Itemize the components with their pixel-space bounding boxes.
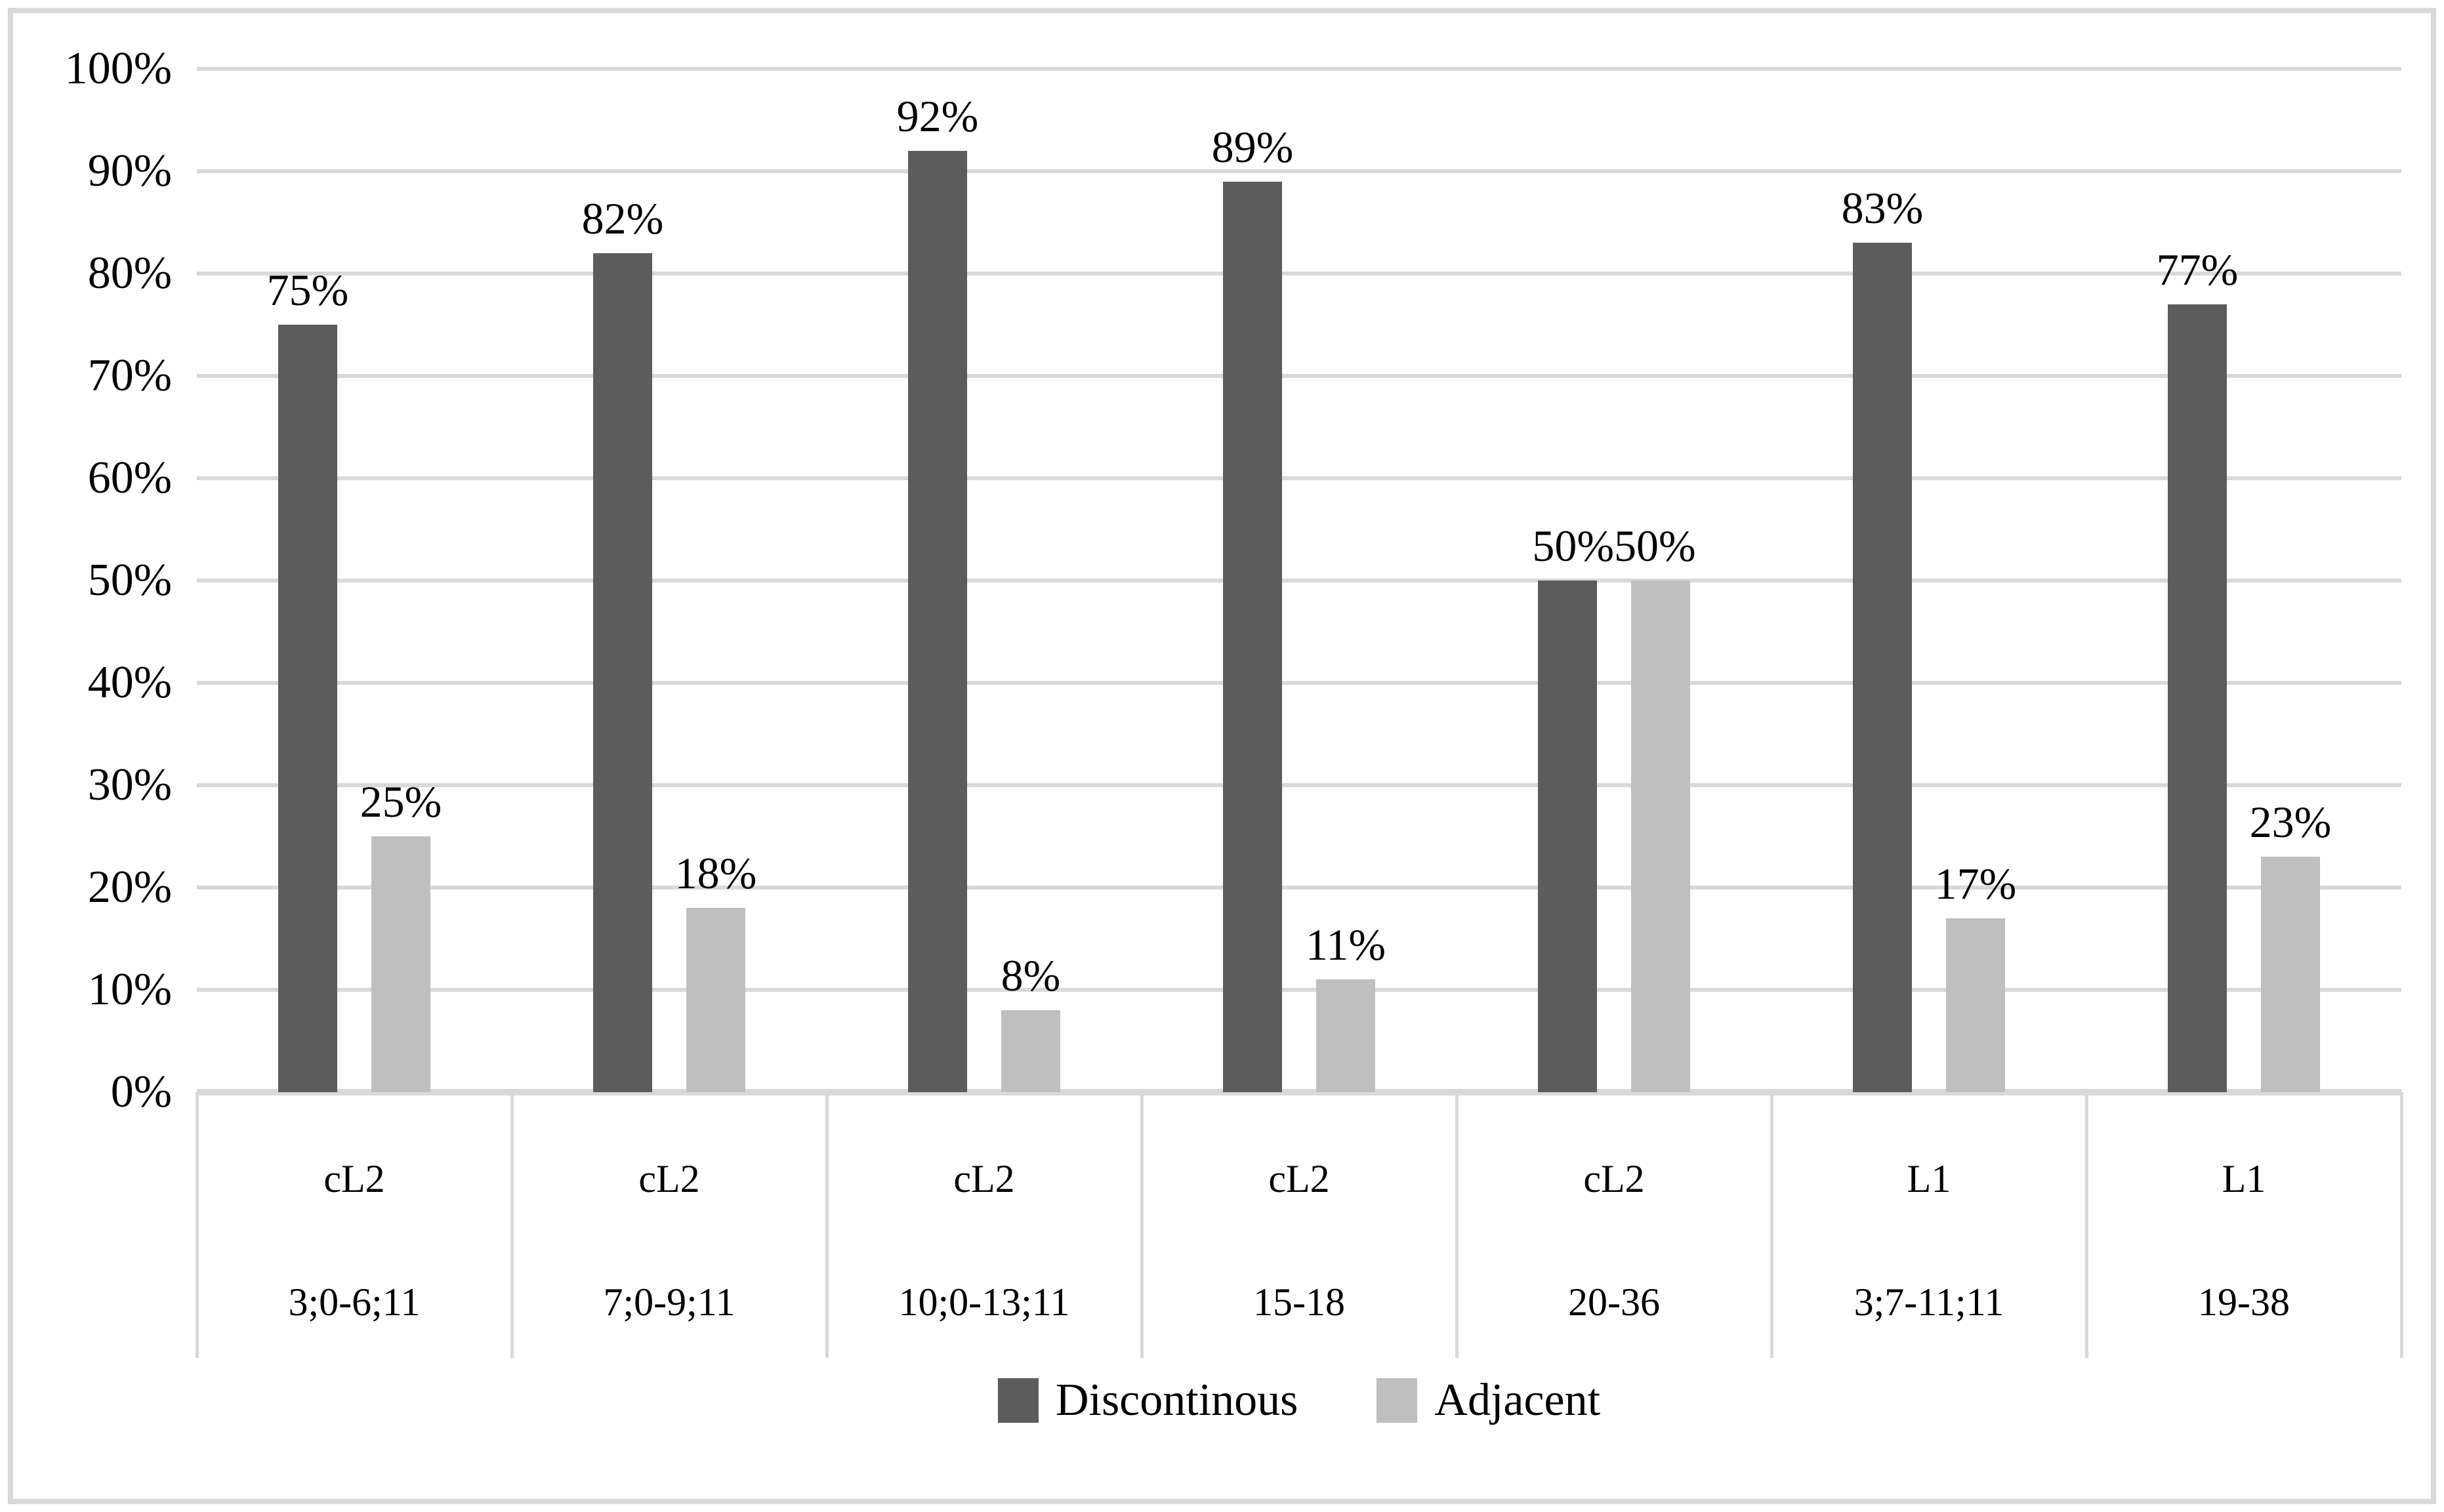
y-axis-tick-label: 40%	[87, 657, 172, 708]
category-group-label: L1	[2222, 1157, 2266, 1200]
category-range-label: 20-36	[1568, 1280, 1660, 1324]
category-group-label: cL2	[1268, 1157, 1330, 1200]
gridline	[197, 886, 2401, 889]
bar-value-label: 77%	[2156, 244, 2239, 295]
bar-discontinous-cL2-10;0-13;11	[908, 150, 967, 1092]
category-range-label: 7;0-9;11	[603, 1280, 735, 1324]
y-axis-tick-label: 30%	[87, 760, 172, 810]
legend-item-adjacent: Adjacent	[1377, 1376, 1600, 1425]
y-axis-tick-label: 70%	[87, 350, 172, 401]
bar-discontinous-cL2-3;0-6;11	[278, 325, 337, 1092]
bar-value-label: 83%	[1841, 183, 1924, 234]
category-range-label: 19-38	[2198, 1280, 2290, 1324]
y-axis-tick-label: 20%	[87, 862, 172, 912]
category-range-label: 3;7-11;11	[1854, 1280, 2004, 1324]
category-box-divider	[196, 1092, 199, 1358]
y-axis-tick-label: 0%	[110, 1067, 172, 1117]
category-box-divider	[510, 1092, 514, 1358]
y-axis-tick-label: 90%	[87, 146, 172, 196]
gridline	[197, 169, 2401, 173]
bar-value-label: 92%	[896, 91, 979, 141]
category-box-divider	[1455, 1092, 1459, 1358]
category-box-divider	[2085, 1092, 2088, 1358]
bar-value-label: 50%	[1532, 521, 1614, 571]
gridline	[197, 476, 2401, 480]
category-box-divider	[1770, 1092, 1773, 1358]
bar-adjacent-cL2-7;0-9;11	[686, 908, 745, 1092]
y-axis-tick-label: 10%	[87, 964, 172, 1015]
gridline	[197, 374, 2401, 378]
category-range-label: 10;0-13;11	[898, 1280, 1070, 1324]
category-group-label: L1	[1907, 1157, 1951, 1200]
category-range-label: 15-18	[1253, 1280, 1345, 1324]
bar-discontinous-L1-19-38	[2168, 304, 2227, 1092]
x-axis-line	[197, 1089, 2401, 1095]
bar-discontinous-cL2-7;0-9;11	[593, 253, 652, 1092]
category-box-divider	[2400, 1092, 2403, 1358]
bar-value-label: 75%	[266, 265, 349, 315]
legend-swatch-adjacent-icon	[1377, 1378, 1418, 1423]
gridline	[197, 67, 2401, 71]
category-range-label: 3;0-6;11	[288, 1280, 421, 1324]
bar-value-label: 89%	[1211, 121, 1294, 172]
bar-adjacent-L1-3;7-11;11	[1946, 918, 2005, 1092]
bar-value-label: 8%	[1001, 950, 1061, 1001]
category-group-label: cL2	[1583, 1157, 1645, 1200]
category-group-label: cL2	[638, 1157, 700, 1200]
category-box-divider	[825, 1092, 829, 1358]
legend-label-adjacent: Adjacent	[1434, 1375, 1601, 1425]
gridline	[197, 579, 2401, 582]
bar-value-label: 18%	[674, 848, 757, 899]
gridline	[197, 272, 2401, 276]
y-axis-tick-label: 100%	[64, 43, 172, 94]
bar-value-label: 50%	[1614, 521, 1696, 571]
category-group-label: cL2	[953, 1157, 1015, 1200]
gridline	[197, 988, 2401, 992]
bar-discontinous-cL2-15-18	[1223, 181, 1282, 1092]
legend-swatch-discontinous-icon	[997, 1378, 1039, 1423]
bar-adjacent-L1-19-38	[2261, 857, 2320, 1092]
bar-adjacent-cL2-3;0-6;11	[371, 836, 430, 1092]
gridline	[197, 783, 2401, 787]
category-group-label: cL2	[323, 1157, 385, 1200]
gridline	[197, 681, 2401, 685]
y-axis-tick-label: 60%	[87, 453, 172, 503]
bar-value-label: 23%	[2249, 797, 2332, 848]
bar-discontinous-cL2-20-36	[1538, 581, 1597, 1092]
bar-discontinous-L1-3;7-11;11	[1853, 243, 1912, 1092]
chart-border	[8, 8, 2436, 1504]
bar-adjacent-cL2-15-18	[1316, 979, 1375, 1092]
bar-value-label: 17%	[1934, 858, 2017, 909]
legend: Discontinous Adjacent	[997, 1375, 1600, 1425]
bar-adjacent-cL2-10;0-13;11	[1001, 1010, 1060, 1092]
y-axis-tick-label: 80%	[87, 248, 172, 298]
y-axis-tick-label: 50%	[87, 555, 172, 605]
bar-value-label: 25%	[360, 777, 442, 827]
legend-label-discontinous: Discontinous	[1055, 1375, 1298, 1425]
bar-value-label: 11%	[1305, 920, 1386, 970]
category-box-divider	[1140, 1092, 1144, 1358]
bar-adjacent-cL2-20-36	[1631, 581, 1690, 1092]
legend-item-discontinous: Discontinous	[997, 1375, 1298, 1425]
bar-value-label: 82%	[581, 193, 664, 243]
